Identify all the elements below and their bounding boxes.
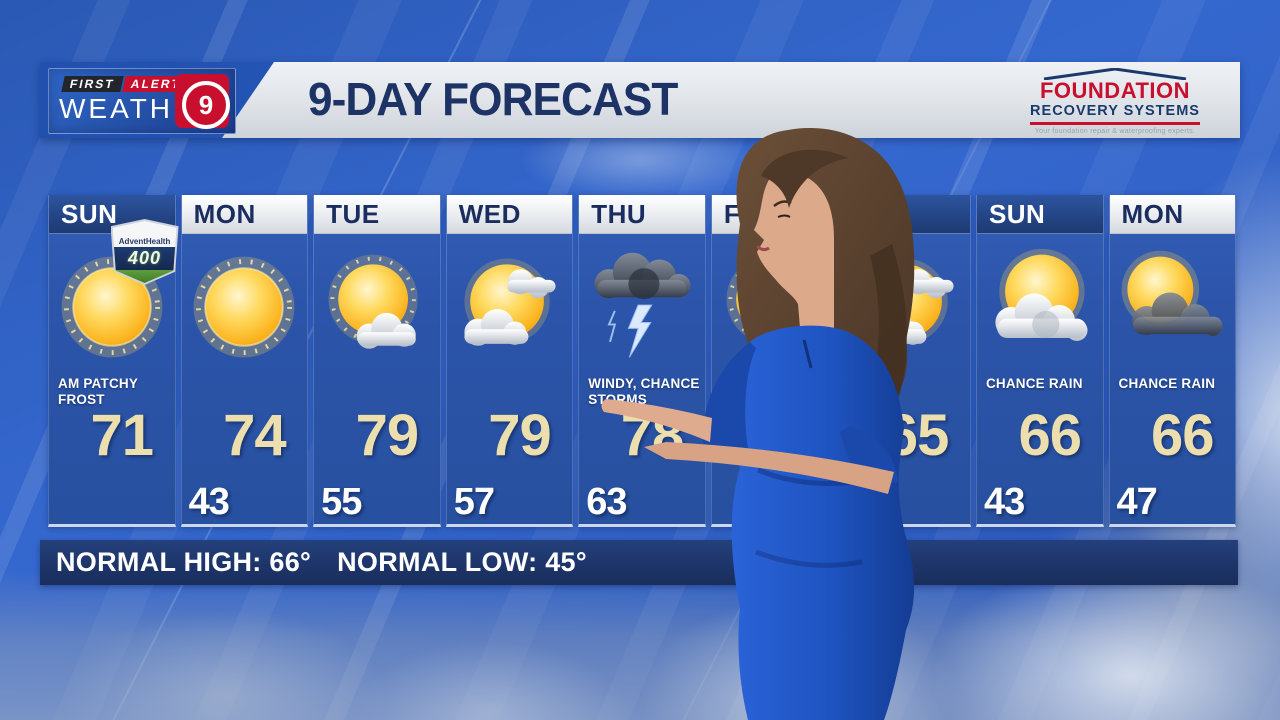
channel-9-icon: 9	[175, 74, 230, 129]
forecast-grid: SUN AM PATCHY FROST 71 AdventHealth 400 …	[48, 195, 1237, 527]
high-temp: 74	[223, 403, 287, 468]
sponsor-name-line1: FOUNDATION	[1039, 78, 1191, 103]
day-header: SAT	[844, 195, 970, 234]
low-temp: 43	[188, 481, 230, 523]
low-temp: 47	[1116, 481, 1158, 523]
forecast-column-thu: THU WINDY, CHANCE STORMS 78 63	[578, 195, 706, 527]
forecast-column-sun-1: SUN AM PATCHY FROST 71 AdventHealth 400	[48, 195, 179, 527]
channel-number: 9	[198, 89, 214, 120]
sunny-icon	[182, 234, 308, 376]
day-label: MON	[193, 198, 256, 229]
low-temp: 63	[586, 481, 627, 523]
forecast-column-mon-1: MON 74 43	[180, 195, 309, 527]
low-temp: 57	[453, 481, 495, 523]
mostly-sunny-icon	[314, 234, 440, 376]
normal-low-label: NORMAL LOW: 45°	[337, 547, 587, 577]
high-temp: 79	[355, 403, 420, 468]
partly-cloudy-icon	[447, 234, 573, 376]
day-label: SUN	[61, 198, 118, 229]
roof-icon	[1043, 68, 1187, 80]
day-header: WED	[446, 195, 573, 234]
high-temp: 78	[620, 403, 685, 468]
high-temp: 66	[1018, 403, 1082, 468]
high-temp: 71	[90, 403, 155, 468]
cloudy-icon	[1110, 234, 1236, 376]
badge-number: 400	[112, 246, 177, 271]
day-label: THU	[591, 198, 647, 229]
day-label: WED	[458, 198, 521, 229]
page-title: 9-DAY FORECAST	[308, 72, 678, 125]
condition-label	[712, 376, 838, 412]
station-logo: FIRST ALERT WEATHER 9	[48, 68, 236, 134]
adventhealth-400-badge: AdventHealth 400	[110, 219, 179, 285]
forecast-column-mon-2: MON CHANCE RAIN 66 47	[1108, 195, 1237, 527]
banner-title-plate: 9-DAY FORECAST FOUNDATION RECOVERY SYSTE…	[222, 62, 1240, 138]
normal-high-label: NORMAL HIGH: 66°	[56, 547, 312, 577]
day-header: TUE	[314, 195, 440, 234]
day-label: SUN	[988, 198, 1046, 229]
sponsor-name-line2: RECOVERY SYSTEMS	[1030, 103, 1200, 125]
sponsor-logo: FOUNDATION RECOVERY SYSTEMS Your foundat…	[1010, 66, 1220, 135]
storms-icon	[579, 234, 705, 376]
sunny-icon	[49, 234, 175, 376]
condition-label: AM PATCHY FROST	[58, 376, 138, 407]
sponsor-tagline: Your foundation repair & waterproofing e…	[1034, 127, 1196, 135]
low-temp: 55	[321, 481, 362, 523]
high-temp: 65	[885, 403, 950, 468]
day-header: FRI	[711, 195, 838, 234]
forecast-column-tue: TUE 79 55	[313, 195, 441, 527]
forecast-column-wed: WED 79 57	[445, 195, 574, 527]
first-label: FIRST	[61, 76, 124, 92]
channel-9-ring: 9	[182, 81, 230, 129]
day-header: MON	[181, 195, 308, 234]
partly-cloudy-icon	[844, 234, 970, 376]
day-label: MON	[1121, 198, 1184, 229]
day-header: MON	[1109, 195, 1236, 234]
high-temp: 66	[1151, 403, 1215, 468]
normals-bar: NORMAL HIGH: 66° NORMAL LOW: 45°	[40, 540, 1238, 585]
cloud-floor	[0, 570, 1280, 720]
forecast-column-fri: FRI	[710, 195, 839, 527]
mostly-sunny-icon	[712, 234, 838, 376]
badge-shield: AdventHealth 400	[112, 221, 177, 283]
low-temp: 43	[983, 481, 1025, 523]
forecast-column-sat: SAT 65	[843, 195, 971, 527]
day-label: SAT	[856, 198, 908, 229]
day-header: THU	[579, 195, 705, 234]
badge-brand: AdventHealth	[118, 236, 171, 246]
first-alert-label: FIRST ALERT	[61, 76, 190, 92]
top-banner: 9-DAY FORECAST FOUNDATION RECOVERY SYSTE…	[40, 62, 1240, 138]
day-label: TUE	[326, 198, 380, 229]
condition-label: CHANCE RAIN	[985, 376, 1083, 391]
mostly-cloudy-icon	[977, 234, 1103, 376]
high-temp: 79	[488, 403, 552, 468]
day-header: SUN	[976, 195, 1103, 234]
condition-label: CHANCE RAIN	[1118, 376, 1216, 391]
forecast-column-sun-2: SUN CHANCE RAIN 66 43	[975, 195, 1104, 527]
day-label: FRI	[723, 198, 768, 229]
